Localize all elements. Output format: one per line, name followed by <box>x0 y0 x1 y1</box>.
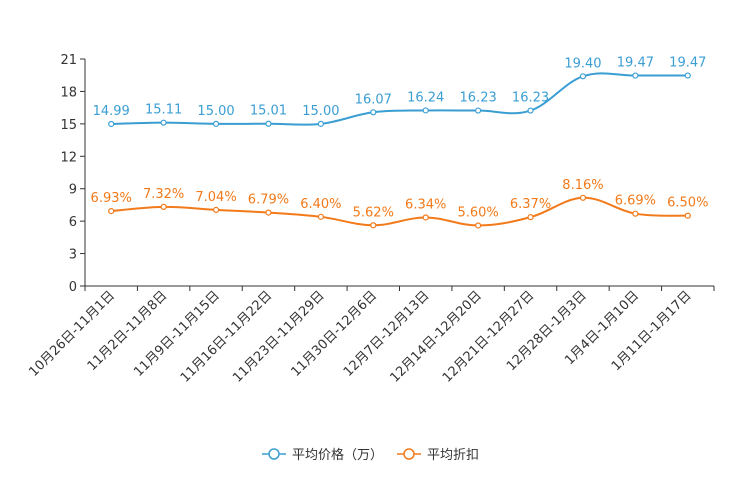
y-tick-label: 9 <box>69 183 77 198</box>
data-point <box>370 222 377 229</box>
data-label: 16.07 <box>355 92 392 107</box>
data-label: 16.23 <box>512 91 549 106</box>
y-tick-label: 0 <box>69 280 77 295</box>
data-label: 5.62% <box>353 205 394 220</box>
data-point <box>160 203 167 210</box>
data-point <box>632 210 639 217</box>
data-label: 14.99 <box>93 104 130 119</box>
x-tick-label: 11月16日-11月22日 <box>178 288 275 385</box>
data-label: 6.93% <box>91 191 132 206</box>
x-tick-label: 12月21日-12月27日 <box>440 288 537 385</box>
data-label: 6.40% <box>300 197 341 212</box>
x-tick-label: 11月23日-11月29日 <box>230 288 327 385</box>
data-point <box>684 72 691 79</box>
data-point <box>527 214 534 221</box>
data-label: 6.34% <box>405 197 446 212</box>
data-point <box>475 222 482 229</box>
series-line <box>111 196 688 227</box>
legend-marker-icon <box>403 448 415 460</box>
data-label: 6.37% <box>510 197 551 212</box>
x-tick-label: 12月14日-12月20日 <box>387 288 484 385</box>
series-avg-price: 14.99 15.11 15.00 15.01 15.00 16.07 16.24 16.23… <box>93 56 706 128</box>
data-label: 5.60% <box>457 205 498 220</box>
y-tick-label: 3 <box>69 248 77 263</box>
data-label: 15.01 <box>250 104 287 119</box>
data-point <box>422 214 429 221</box>
data-point <box>265 120 272 127</box>
data-label: 15.00 <box>302 104 339 119</box>
legend: 平均价格（万） 平均折扣 <box>262 447 479 463</box>
data-point <box>212 206 220 214</box>
data-point <box>422 107 429 114</box>
data-point <box>212 120 220 127</box>
data-point <box>317 120 324 127</box>
legend-item-avg-price: 平均价格（万） <box>262 447 383 463</box>
y-tick-label: 18 <box>60 85 77 100</box>
data-label: 15.00 <box>197 104 234 119</box>
data-label: 8.16% <box>562 178 603 193</box>
data-point <box>108 120 115 128</box>
legend-label: 平均折扣 <box>427 448 479 463</box>
series-avg-discount: 6.93% 7.32% 7.04% 6.79% 6.40% 5.62% 6.34% 5.60%… <box>91 178 708 229</box>
data-label: 6.69% <box>615 194 656 209</box>
data-point <box>108 207 115 215</box>
data-point <box>527 107 534 114</box>
series-layer: 14.99 15.11 15.00 15.01 15.00 16.07 16.24 16.23… <box>91 56 708 229</box>
data-point <box>370 109 377 116</box>
data-label: 19.40 <box>564 56 601 71</box>
legend-item-avg-discount: 平均折扣 <box>397 448 479 463</box>
data-label: 19.47 <box>669 56 706 71</box>
data-point <box>317 213 324 220</box>
data-point <box>579 73 587 80</box>
data-point <box>475 107 482 114</box>
legend-marker-icon <box>268 448 280 460</box>
data-label: 6.79% <box>248 193 289 208</box>
y-tick-label: 6 <box>69 215 77 230</box>
x-tick-label: 10月26日-11月1日 <box>26 288 118 380</box>
data-label: 7.04% <box>195 190 236 205</box>
data-label: 7.32% <box>143 187 184 202</box>
y-tick-label: 15 <box>60 118 77 133</box>
legend-label: 平均价格（万） <box>292 447 383 463</box>
data-point <box>160 119 167 126</box>
series-line <box>111 72 688 126</box>
data-label: 16.23 <box>460 91 497 106</box>
y-tick-label: 12 <box>60 150 77 165</box>
data-point <box>684 212 691 219</box>
data-point <box>632 72 639 79</box>
data-label: 15.11 <box>145 103 182 118</box>
y-tick-label: 21 <box>60 53 77 68</box>
data-point <box>579 194 587 201</box>
data-label: 16.24 <box>407 90 444 105</box>
data-label: 6.50% <box>667 196 708 211</box>
data-label: 19.47 <box>617 56 654 71</box>
data-point <box>265 209 272 216</box>
